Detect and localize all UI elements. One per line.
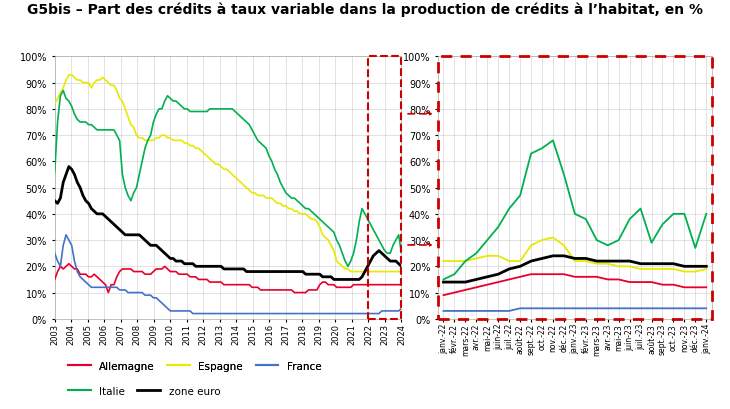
Text: G5bis – Part des crédits à taux variable dans la production de crédits à l’habit: G5bis – Part des crédits à taux variable… [27,2,703,16]
Legend: Italie, zone euro: Italie, zone euro [64,382,224,400]
Legend: Allemagne, Espagne, France: Allemagne, Espagne, France [64,357,326,375]
Bar [369,57,402,319]
